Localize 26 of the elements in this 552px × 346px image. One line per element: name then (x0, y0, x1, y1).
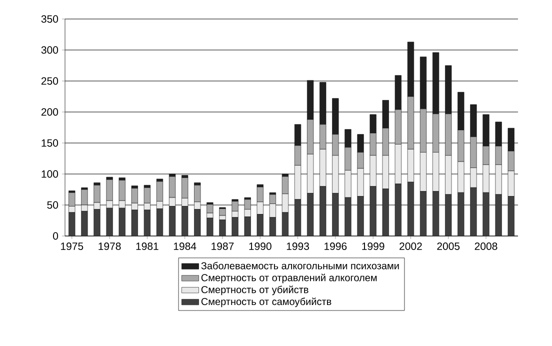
legend-label: Заболеваемость алкогольными психозами (201, 262, 399, 270)
x-tick-label: 1978 (98, 242, 121, 250)
y-tick-label: 0 (53, 232, 58, 240)
x-tick-label: 1984 (174, 242, 196, 250)
x-tick-label: 1993 (286, 242, 309, 250)
x-tick-label: 2005 (437, 242, 460, 250)
x-tick-label: 1981 (136, 242, 158, 250)
x-tick-label: 1990 (249, 242, 272, 250)
x-tick-label: 2008 (474, 242, 498, 250)
y-tick-label: 300 (41, 46, 58, 54)
legend-label: Смертность от отравлений алкоголем (201, 274, 377, 284)
y-tick-label: 200 (41, 108, 58, 116)
x-tick-label: 1999 (362, 242, 384, 250)
x-tick-label: 1975 (61, 242, 84, 250)
bar (219, 208, 226, 216)
y-tick-label: 250 (41, 77, 58, 85)
x-tick-label: 1996 (324, 242, 347, 250)
y-tick-label: 50 (47, 201, 58, 209)
bar (206, 204, 214, 214)
y-tick-label: 150 (42, 139, 58, 147)
y-tick-label: 100 (42, 170, 58, 178)
legend-label: Смертность от самоубийств (201, 298, 332, 308)
x-tick-label: 1987 (212, 242, 234, 250)
x-tick-label: 2002 (400, 242, 422, 250)
legend-label: Смертность от убийств (201, 286, 308, 296)
y-tick-label: 350 (41, 15, 58, 23)
